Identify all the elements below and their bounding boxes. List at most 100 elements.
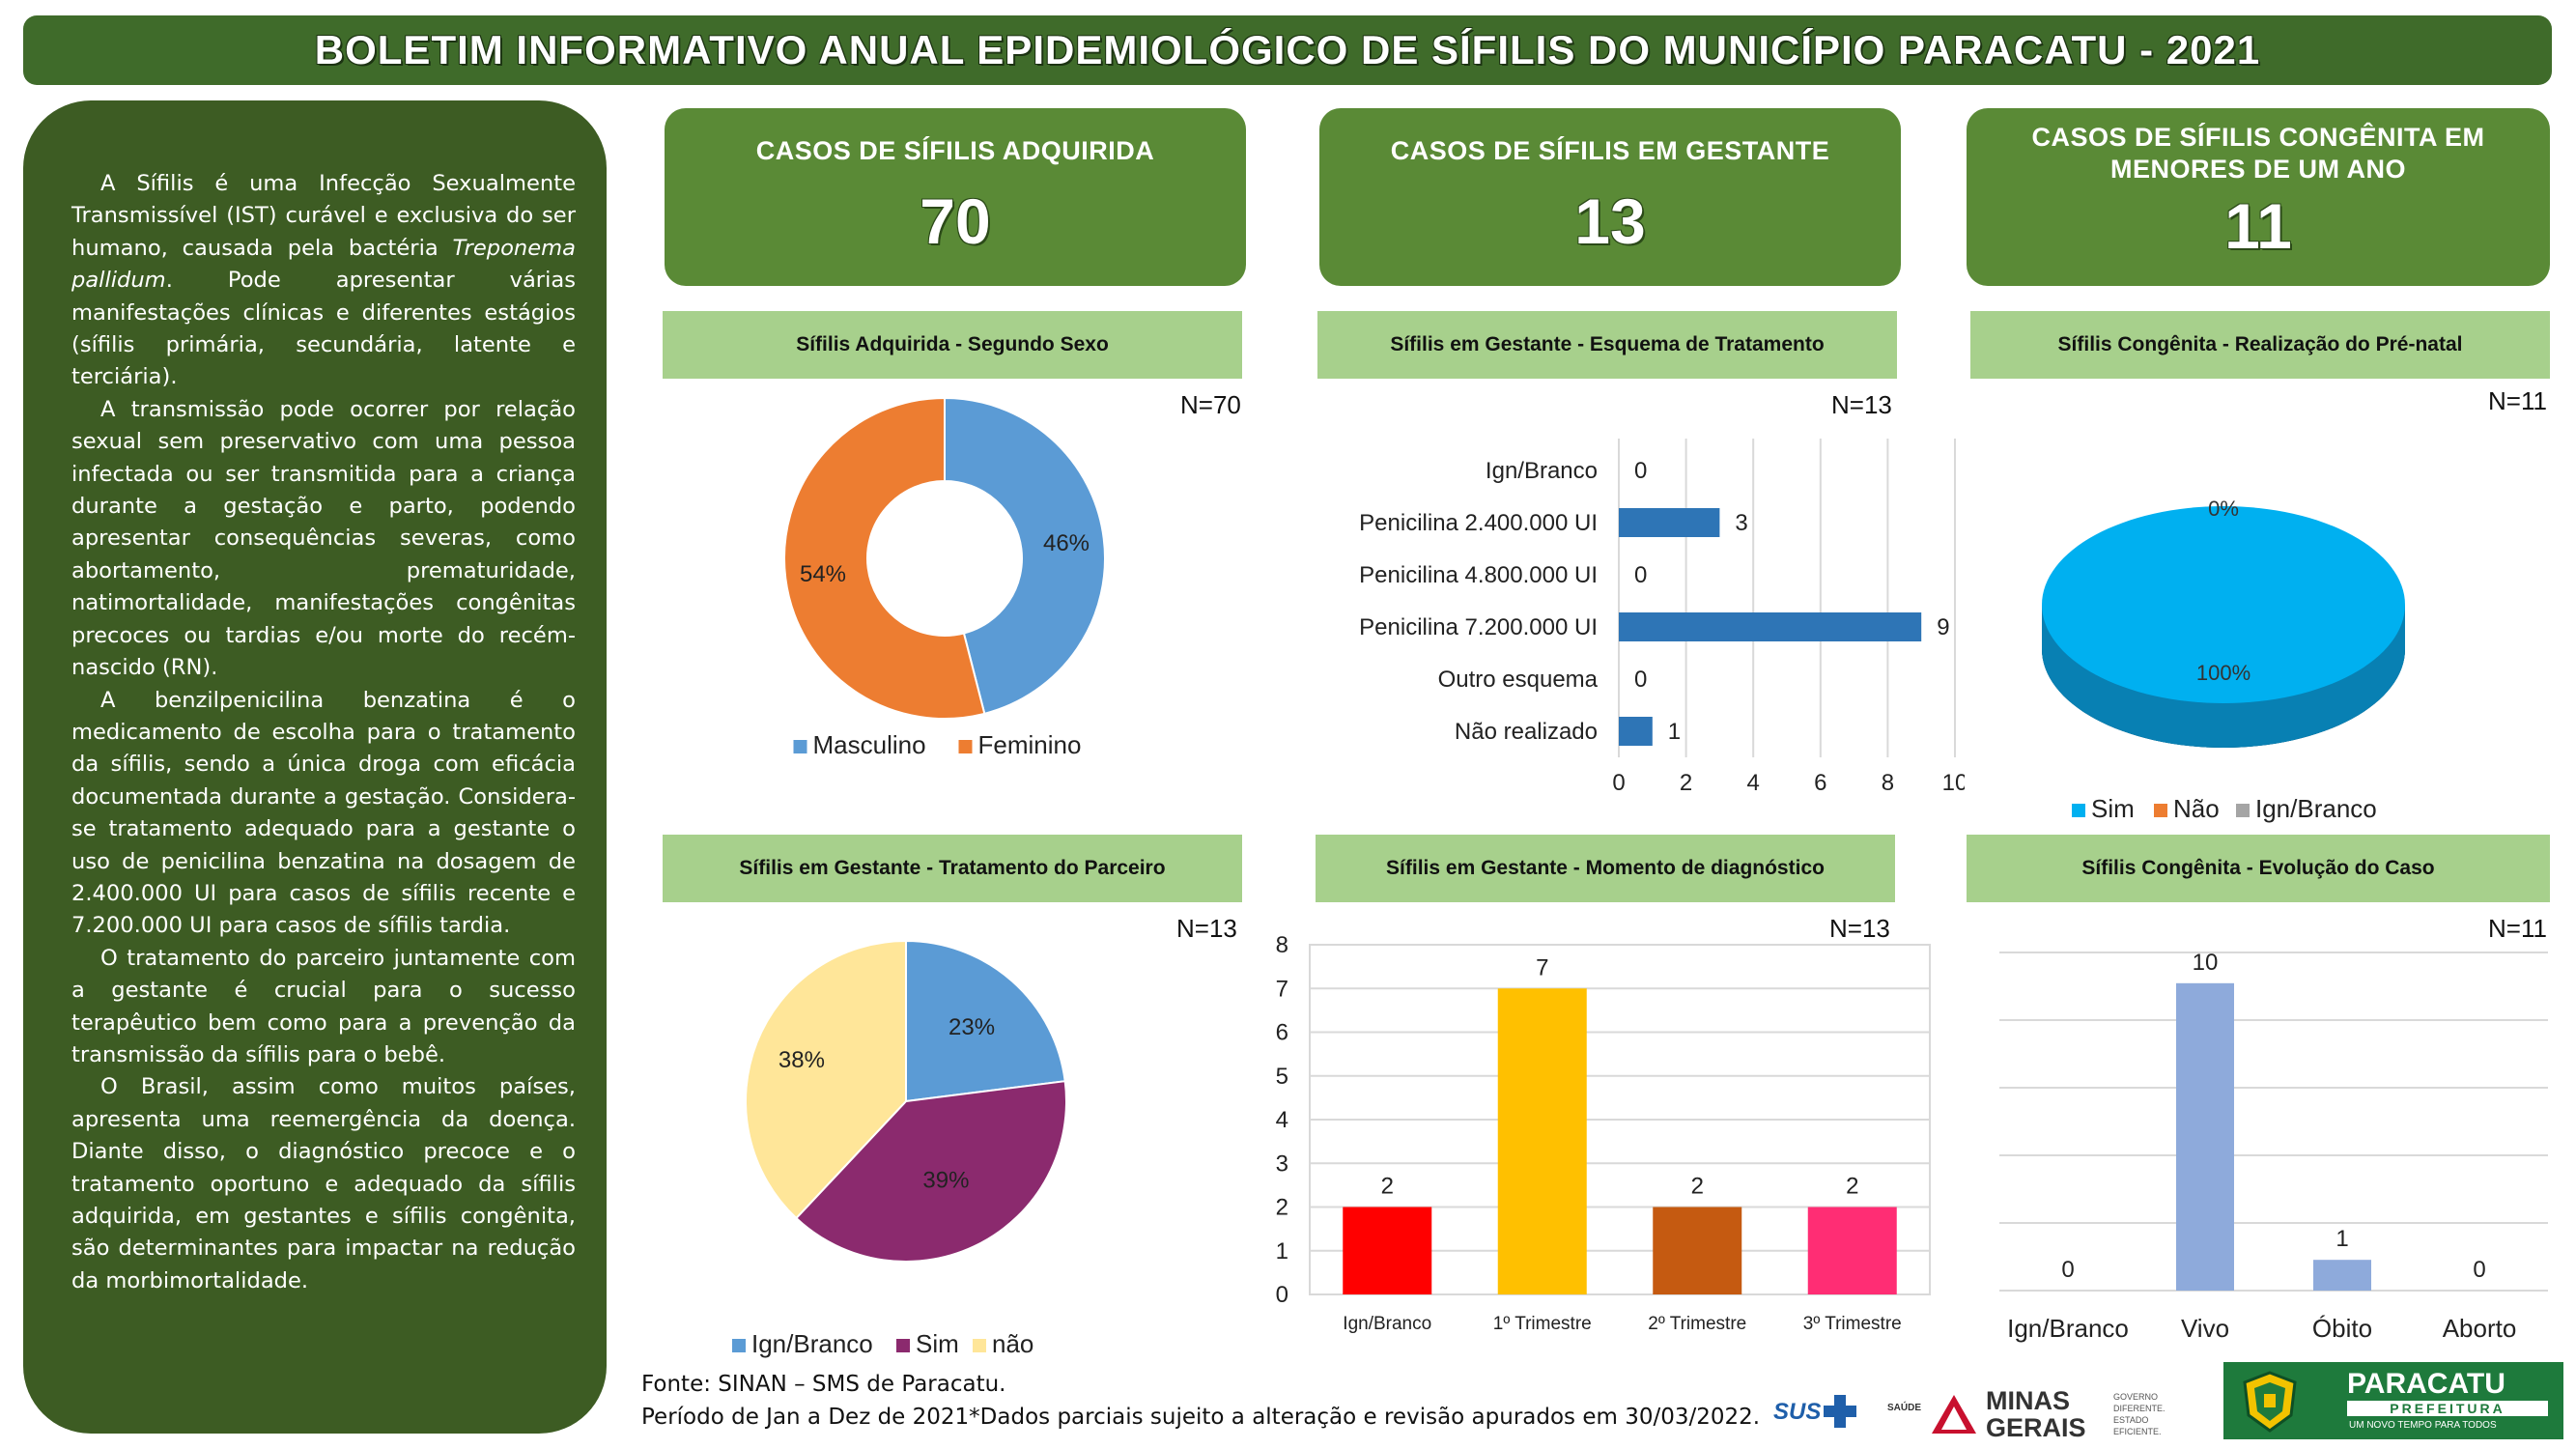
info-sidebar: A Sífilis é uma Infecção Sexualmente Tra… — [23, 100, 607, 1434]
footer-period: Período de Jan a Dez de 2021*Dados parci… — [641, 1405, 1761, 1430]
chart-title: Sífilis em Gestante - Momento de diagnós… — [1316, 835, 1895, 902]
legend-swatch — [973, 1339, 986, 1352]
data-label: 0 — [1634, 562, 1647, 588]
mg-line1: MINAS — [1986, 1386, 2070, 1415]
kpi-congenita: CASOS DE SÍFILIS CONGÊNITA EM MENORES DE… — [1967, 108, 2550, 286]
tick-label: 4 — [1276, 1107, 1288, 1133]
sus-logo: SUS — [1773, 1391, 1870, 1435]
legend-swatch — [2236, 804, 2250, 817]
title-bar: BOLETIM INFORMATIVO ANUAL EPIDEMIOLÓGICO… — [23, 15, 2552, 85]
legend-label: Sim — [2091, 794, 2135, 823]
category-label: 3º Trimestre — [1803, 1314, 1902, 1334]
legend-swatch — [793, 740, 807, 753]
category-label: Ign/Branco — [1486, 458, 1598, 484]
bar — [1619, 717, 1653, 746]
slice-label: 54% — [800, 561, 846, 587]
paracatu-text: PARACATU — [2347, 1368, 2505, 1400]
tick-label: 8 — [1882, 770, 1894, 796]
chart-tratamento-parceiro: 23% 39% 38% Ign/Branco Sim não — [732, 939, 1067, 1358]
data-label: 0 — [1634, 458, 1647, 484]
saude-text: SAÚDE — [1887, 1403, 1922, 1413]
bar — [1619, 508, 1720, 537]
chart-title: Sífilis em Gestante - Esquema de Tratame… — [1317, 311, 1897, 379]
pie-slice — [2042, 506, 2405, 703]
legend-label: Ign/Branco — [2255, 794, 2377, 823]
chart-title: Sífilis Adquirida - Segundo Sexo — [663, 311, 1242, 379]
category-label: 2º Trimestre — [1648, 1314, 1746, 1334]
category-label: Não realizado — [1455, 719, 1598, 745]
species-name: Treponema pallidum — [71, 235, 576, 294]
tick-label: 5 — [1276, 1064, 1288, 1090]
mg-line2: GERAIS — [1986, 1413, 2086, 1442]
info-paragraph: O tratamento do parceiro juntamente com … — [71, 945, 576, 1067]
chart-pre-natal: 100% 0% Sim Não Ign/Branco — [2042, 497, 2405, 823]
donut-slice — [944, 396, 1106, 716]
legend-label: Masculino — [813, 730, 926, 759]
tick-label: 8 — [1276, 932, 1288, 958]
minas-triangle-icon — [1932, 1395, 1976, 1434]
bar — [2176, 982, 2234, 1291]
tick-label: 2 — [1680, 770, 1692, 796]
slice-label: 0% — [2208, 497, 2239, 521]
slice-label: 23% — [948, 1014, 995, 1040]
tick-label: 7 — [1276, 976, 1288, 1002]
category-label: Ign/Branco — [1343, 1314, 1431, 1334]
category-label: Penicilina 4.800.000 UI — [1359, 562, 1598, 588]
data-label: 0 — [2061, 1257, 2074, 1283]
info-text: A Sífilis é uma Infecção Sexualmente Tra… — [71, 168, 576, 1297]
tick-label: 6 — [1814, 770, 1826, 796]
bar — [1653, 1207, 1742, 1294]
category-label: 1º Trimestre — [1493, 1314, 1592, 1334]
chart-title: Sífilis Congênita - Evolução do Caso — [1967, 835, 2550, 902]
chart-evolucao-caso: 0 Ign/Branco 10 Vivo 1 Óbito 0 Aborto — [1999, 950, 2548, 1343]
data-label: 0 — [1634, 667, 1647, 693]
sus-text: SUS — [1773, 1399, 1822, 1425]
tick-label: 2 — [1276, 1195, 1288, 1221]
kpi-value: 13 — [1574, 185, 1646, 257]
kpi-value: 70 — [920, 185, 991, 257]
tick-label: 6 — [1276, 1020, 1288, 1046]
donut-slice — [783, 396, 986, 720]
tick-label: 4 — [1747, 770, 1760, 796]
info-paragraph: O Brasil, assim como muitos países, apre… — [71, 1074, 576, 1293]
data-label: 7 — [1536, 954, 1548, 980]
legend-label: não — [992, 1329, 1033, 1358]
prefeitura-text: PREFEITURA — [2347, 1401, 2548, 1416]
chart-n-label: N=70 — [1180, 390, 1241, 419]
chart-momento-diagnostico: 0 1 2 3 4 5 6 7 8 2 Ign/Branco 7 1º Trimestre 2 2º Tri… — [1276, 932, 1931, 1334]
legend-swatch — [2154, 804, 2167, 817]
data-label: 1 — [2335, 1226, 2348, 1252]
kpi-gestante: CASOS DE SÍFILIS EM GESTANTE 13 — [1319, 108, 1901, 286]
tick-label: 3 — [1276, 1151, 1288, 1177]
chart-n-label: N=13 — [1176, 914, 1237, 943]
kpi-value: 11 — [2224, 190, 2292, 262]
tick-label: 1 — [1276, 1238, 1288, 1264]
slice-label: 38% — [778, 1047, 825, 1073]
legend-label: Feminino — [978, 730, 1082, 759]
legend-label: Não — [2173, 794, 2220, 823]
kpi-label: CASOS DE SÍFILIS EM GESTANTE — [1390, 136, 1830, 165]
kpi-label: CASOS DE SÍFILIS CONGÊNITA EM MENORES DE… — [2031, 123, 2485, 184]
tick-label: 0 — [1612, 770, 1625, 796]
slice-label: 46% — [1043, 530, 1090, 556]
paracatu-logo: PARACATU PREFEITURA UM NOVO TEMPO PARA T… — [2223, 1362, 2563, 1439]
bar — [1619, 612, 1922, 641]
legend-swatch — [2072, 804, 2085, 817]
page-title: BOLETIM INFORMATIVO ANUAL EPIDEMIOLÓGICO… — [314, 27, 2261, 72]
data-label: 2 — [1691, 1174, 1704, 1200]
legend-label: Sim — [916, 1329, 959, 1358]
data-label: 0 — [2473, 1257, 2485, 1283]
legend-swatch — [958, 740, 973, 753]
health-cross-icon — [1824, 1395, 1856, 1428]
chart-n-label: N=13 — [1829, 914, 1890, 943]
data-label: 2 — [1846, 1174, 1858, 1200]
chart-n-label: N=13 — [1831, 390, 1892, 419]
data-label: 1 — [1668, 719, 1681, 745]
category-label: Penicilina 2.400.000 UI — [1359, 510, 1598, 536]
legend-label: Ign/Branco — [751, 1329, 873, 1358]
tick-label: 10 — [1942, 770, 1965, 796]
category-label: Aborto — [2443, 1314, 2517, 1343]
info-paragraph: A Sífilis é uma Infecção Sexualmente Tra… — [71, 171, 576, 390]
mg-tag2: DIFERENTE. — [2113, 1404, 2166, 1413]
chart-title: Sífilis em Gestante - Tratamento do Parc… — [663, 835, 1242, 902]
